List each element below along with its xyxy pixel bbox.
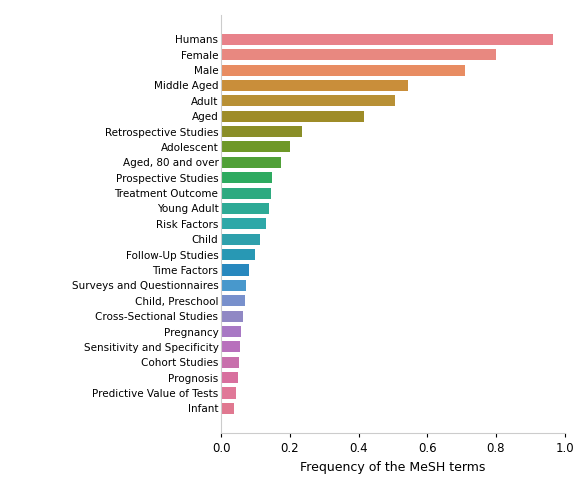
Bar <box>221 172 272 183</box>
Bar <box>221 265 249 276</box>
Bar <box>221 249 255 260</box>
Bar <box>221 80 409 91</box>
Bar <box>221 203 268 214</box>
Bar <box>221 187 271 199</box>
Bar <box>221 111 364 122</box>
Bar <box>221 280 246 291</box>
Bar <box>221 49 496 60</box>
Bar <box>221 357 239 368</box>
X-axis label: Frequency of the MeSH terms: Frequency of the MeSH terms <box>300 461 485 473</box>
Bar <box>221 218 266 229</box>
Bar <box>221 310 243 322</box>
Bar <box>221 34 552 45</box>
Bar <box>221 326 241 337</box>
Bar <box>221 64 465 76</box>
Bar <box>221 403 234 414</box>
Bar <box>221 95 395 106</box>
Bar <box>221 341 240 352</box>
Bar <box>221 141 290 153</box>
Bar <box>221 234 260 245</box>
Bar <box>221 157 281 168</box>
Bar <box>221 295 244 307</box>
Bar <box>221 126 302 137</box>
Bar <box>221 372 237 383</box>
Bar <box>221 388 236 399</box>
